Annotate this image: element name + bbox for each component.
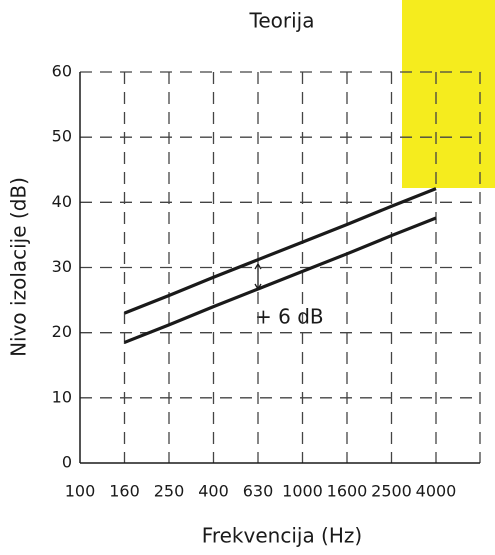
x-tick-label: 4000	[416, 482, 457, 501]
y-tick-label: 0	[62, 453, 72, 472]
line	[123, 187, 437, 315]
x-tick-label: 160	[109, 482, 140, 501]
y-tick-label: 10	[52, 387, 72, 406]
x-tick-label: 100	[65, 482, 96, 501]
x-tick-label: 1600	[327, 482, 368, 501]
y-tick-label: 60	[52, 62, 72, 81]
y-tick-label: 50	[52, 127, 72, 146]
line	[123, 216, 437, 344]
annotation: + 6 dB	[255, 305, 324, 329]
y-tick-label: 20	[52, 322, 72, 341]
x-tick-label: 2500	[371, 482, 412, 501]
x-tick-label: 630	[243, 482, 274, 501]
x-tick-label: 400	[198, 482, 229, 501]
x-axis-label: Frekvencija (Hz)	[202, 524, 362, 548]
highlight	[402, 0, 495, 188]
y-axis-label: Nivo izolacije (dB)	[7, 177, 31, 357]
y-tick-label: 40	[52, 192, 72, 211]
chart-title: Teorija	[249, 9, 315, 33]
x-tick-label: 250	[154, 482, 185, 501]
y-tick-label: 30	[52, 257, 72, 276]
x-tick-label: 1000	[282, 482, 323, 501]
